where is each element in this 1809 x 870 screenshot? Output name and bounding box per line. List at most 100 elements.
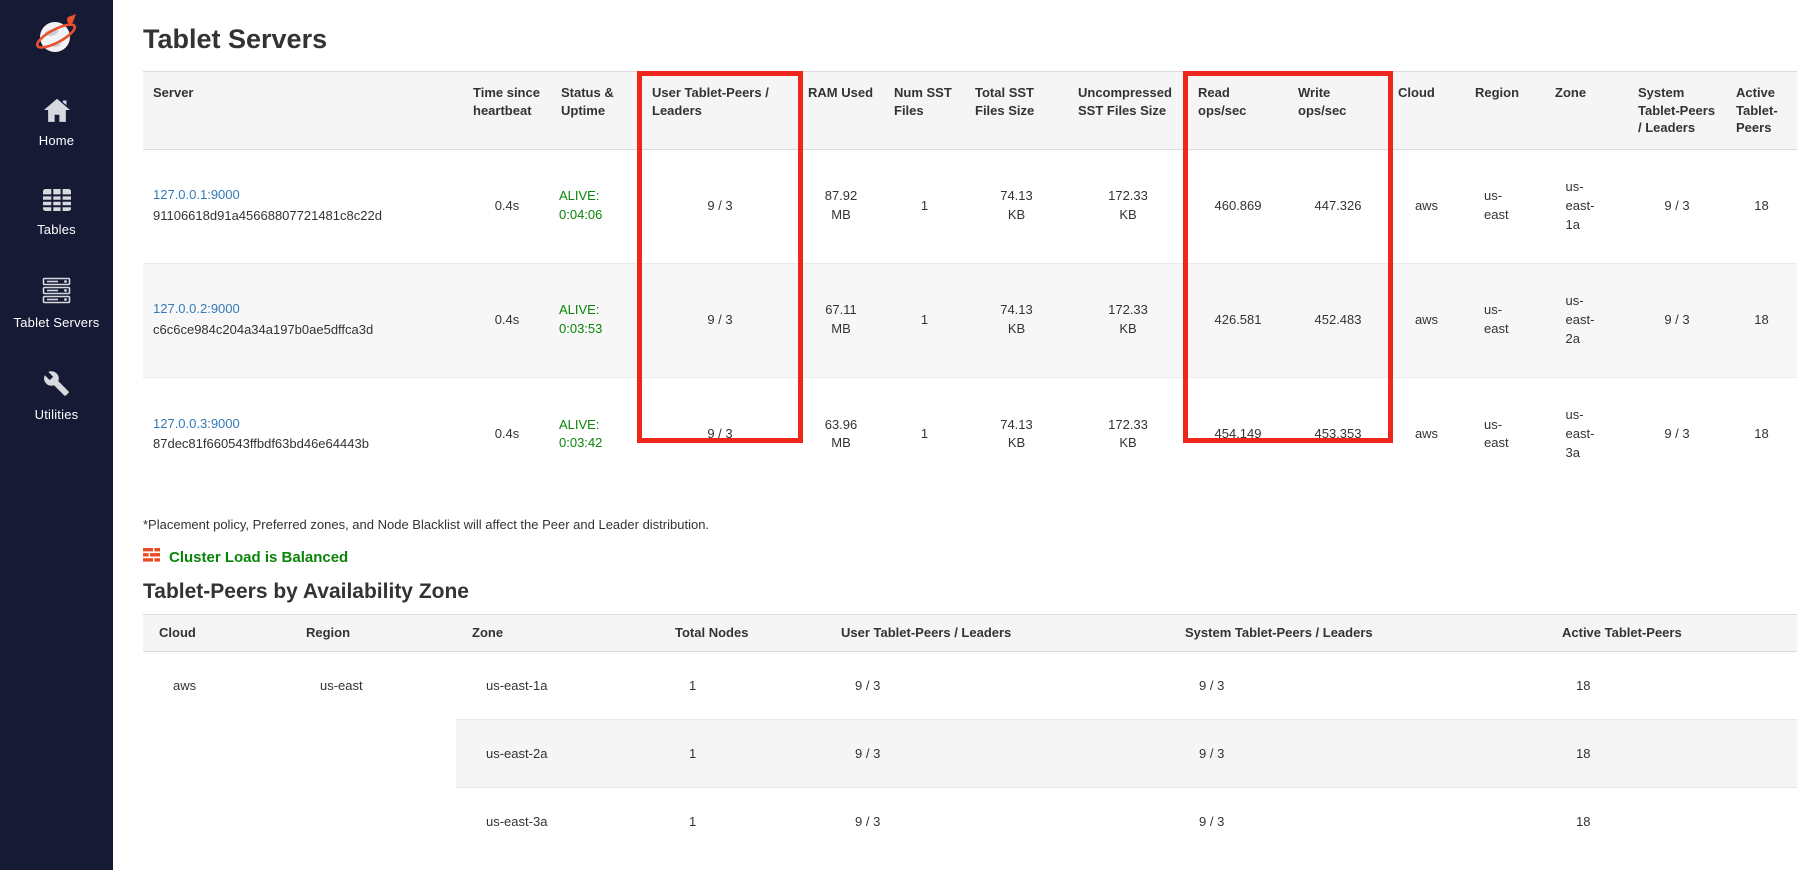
col-heartbeat: Time since heartbeat bbox=[463, 71, 551, 150]
sidebar-item-home[interactable]: Home bbox=[0, 97, 113, 148]
main-content: Tablet Servers Server Time since heartbe… bbox=[113, 0, 1809, 870]
col-user-peers: User Tablet-Peers / Leaders bbox=[825, 614, 1169, 652]
active-peers-cell: 18 bbox=[1576, 677, 1591, 693]
cloud-cell: aws bbox=[1414, 197, 1439, 213]
col-system-peers: System Tablet-Peers / Leaders bbox=[1169, 614, 1546, 652]
globe-icon bbox=[39, 22, 70, 52]
system-peers-cell: 9 / 3 bbox=[1169, 786, 1546, 856]
user-peers-cell: 9 / 3 bbox=[642, 376, 798, 492]
ram-cell: 67.11 MB bbox=[798, 262, 884, 378]
region-cell: us-east bbox=[320, 677, 363, 693]
sidebar: Home Tables bbox=[0, 0, 113, 870]
sidebar-item-tablet-servers[interactable]: Tablet Servers bbox=[0, 277, 113, 330]
status-text: ALIVE: bbox=[559, 416, 600, 432]
tablet-servers-table-wrap: Server Time since heartbeat Status & Upt… bbox=[143, 71, 1797, 492]
region-cell: us-east bbox=[1465, 262, 1545, 378]
col-server: Server bbox=[143, 71, 463, 150]
tablet-servers-table: Server Time since heartbeat Status & Upt… bbox=[143, 71, 1797, 492]
zone-cell: us-east-1a bbox=[1565, 178, 1595, 232]
cluster-load-status: Cluster Load is Balanced bbox=[143, 548, 1797, 566]
yugabyte-logo[interactable] bbox=[34, 12, 80, 63]
col-active-peers: Active Tablet-Peers bbox=[1546, 614, 1797, 652]
col-uncompressed-sst: Uncompressed SST Files Size bbox=[1068, 71, 1188, 150]
col-zone: Zone bbox=[1545, 71, 1628, 150]
col-read-ops: Read ops/sec bbox=[1188, 71, 1288, 150]
col-system-peers: System Tablet-Peers / Leaders bbox=[1628, 71, 1726, 150]
col-num-sst: Num SST Files bbox=[884, 71, 965, 150]
active-peers-cell: 18 bbox=[1546, 718, 1797, 788]
sidebar-item-utilities[interactable]: Utilities bbox=[0, 370, 113, 422]
user-peers-cell: 9 / 3 bbox=[825, 718, 1169, 788]
table-header-row: Cloud Region Zone Total Nodes User Table… bbox=[143, 614, 1797, 652]
load-balancer-icon bbox=[143, 548, 160, 566]
col-zone: Zone bbox=[456, 614, 659, 652]
region-cell bbox=[290, 719, 456, 787]
heartbeat-cell: 0.4s bbox=[494, 197, 520, 213]
server-uuid: 91106618d91a45668807721481c8c22d bbox=[153, 208, 382, 224]
status-cell: ALIVE: 0:03:53 bbox=[551, 262, 642, 378]
zone-cell: us-east-3a bbox=[456, 786, 659, 856]
heartbeat-cell: 0.4s bbox=[463, 376, 551, 492]
zone-cell: us-east-2a bbox=[1545, 262, 1628, 378]
read-ops-cell: 454.149 bbox=[1188, 376, 1288, 492]
active-peers-cell: 18 bbox=[1546, 786, 1797, 856]
sidebar-nav: Home Tables bbox=[0, 97, 113, 422]
total-sst-cell: 74.13 KB bbox=[1000, 188, 1033, 223]
table-row: us-east-3a 1 9 / 3 9 / 3 18 bbox=[143, 786, 1797, 856]
table-row: 127.0.0.2:9000 c6c6ce984c204a34a197b0ae5… bbox=[143, 262, 1797, 378]
table-row: 127.0.0.3:9000 87dec81f660543ffbdf63bd46… bbox=[143, 376, 1797, 492]
rocket-icon bbox=[66, 14, 76, 24]
total-nodes-cell: 1 bbox=[659, 786, 825, 856]
uncompressed-sst-cell: 172.33 KB bbox=[1068, 262, 1188, 378]
read-ops-cell: 426.581 bbox=[1188, 262, 1288, 378]
tablet-servers-icon bbox=[42, 277, 72, 310]
write-ops-cell: 447.326 bbox=[1314, 197, 1362, 213]
active-peers-cell: 18 bbox=[1726, 376, 1797, 492]
sidebar-item-tables[interactable]: Tables bbox=[0, 188, 113, 237]
cloud-cell: aws bbox=[173, 677, 197, 693]
cloud-cell: aws bbox=[1388, 262, 1465, 378]
user-peers-cell: 9 / 3 bbox=[707, 197, 733, 213]
user-peers-cell: 9 / 3 bbox=[855, 677, 881, 693]
num-sst-cell: 1 bbox=[884, 262, 965, 378]
col-write-ops: Write ops/sec bbox=[1288, 71, 1388, 150]
user-peers-cell: 9 / 3 bbox=[825, 786, 1169, 856]
table-row: aws us-east us-east-1a 1 9 / 3 9 / 3 18 bbox=[143, 651, 1797, 719]
num-sst-cell: 1 bbox=[884, 376, 965, 492]
server-link[interactable]: 127.0.0.3:9000 bbox=[153, 415, 240, 431]
sidebar-item-label: Home bbox=[38, 133, 75, 148]
cloud-cell bbox=[143, 719, 290, 787]
user-peers-cell: 9 / 3 bbox=[642, 262, 798, 378]
write-ops-cell: 452.483 bbox=[1288, 262, 1388, 378]
col-status: Status & Uptime bbox=[551, 71, 642, 150]
page-title: Tablet Servers bbox=[143, 24, 328, 54]
read-ops-cell: 460.869 bbox=[1214, 197, 1262, 213]
table-row: us-east-2a 1 9 / 3 9 / 3 18 bbox=[143, 718, 1797, 788]
status-cell: ALIVE: 0:04:06 bbox=[551, 149, 642, 263]
placement-note: *Placement policy, Preferred zones, and … bbox=[143, 517, 710, 533]
server-link[interactable]: 127.0.0.2:9000 bbox=[153, 301, 240, 317]
num-sst-cell: 1 bbox=[920, 197, 929, 213]
server-link[interactable]: 127.0.0.1:9000 bbox=[153, 187, 240, 203]
system-peers-cell: 9 / 3 bbox=[1169, 718, 1546, 788]
home-icon bbox=[42, 97, 72, 128]
col-total-sst: Total SST Files Size bbox=[965, 71, 1068, 150]
region-cell bbox=[290, 787, 456, 855]
status-text: ALIVE: bbox=[559, 188, 600, 204]
heartbeat-cell: 0.4s bbox=[463, 262, 551, 378]
table-header-row: Server Time since heartbeat Status & Upt… bbox=[143, 71, 1797, 150]
system-peers-cell: 9 / 3 bbox=[1628, 262, 1726, 378]
region-cell: us-east bbox=[1484, 188, 1509, 223]
system-peers-cell: 9 / 3 bbox=[1199, 677, 1225, 693]
status-cell: ALIVE: 0:03:42 bbox=[551, 376, 642, 492]
system-peers-cell: 9 / 3 bbox=[1664, 197, 1690, 213]
uptime-text: 0:04:06 bbox=[559, 207, 603, 223]
cloud-cell bbox=[143, 787, 290, 855]
col-cloud: Cloud bbox=[1388, 71, 1465, 150]
total-nodes-cell: 1 bbox=[689, 677, 697, 693]
col-region: Region bbox=[1465, 71, 1545, 150]
active-peers-cell: 18 bbox=[1754, 197, 1769, 213]
col-active-peers: Active Tablet-Peers bbox=[1726, 71, 1797, 150]
status-text: ALIVE: bbox=[559, 302, 600, 318]
